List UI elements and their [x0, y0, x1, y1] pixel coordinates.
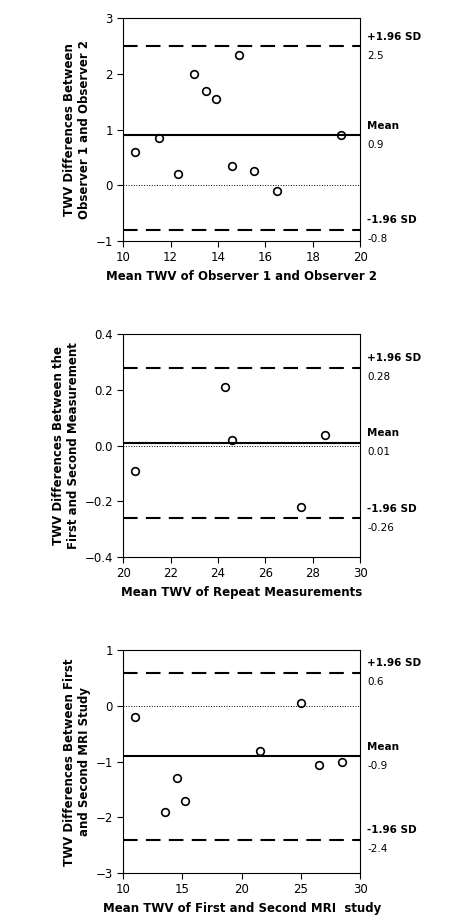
Y-axis label: TWV Differences Between First
and Second MRI Study: TWV Differences Between First and Second… [64, 658, 91, 866]
Text: -1.96 SD: -1.96 SD [367, 825, 417, 835]
Text: +1.96 SD: +1.96 SD [367, 658, 421, 668]
Text: -0.8: -0.8 [367, 234, 388, 244]
Text: -1.96 SD: -1.96 SD [367, 215, 417, 225]
Text: -1.96 SD: -1.96 SD [367, 504, 417, 514]
Text: 0.01: 0.01 [367, 448, 391, 458]
Y-axis label: TWV Differences Between
Observer 1 and Observer 2: TWV Differences Between Observer 1 and O… [64, 40, 91, 219]
Text: 2.5: 2.5 [367, 51, 384, 61]
Text: +1.96 SD: +1.96 SD [367, 32, 421, 41]
Text: -0.9: -0.9 [367, 761, 388, 771]
Text: 0.6: 0.6 [367, 677, 384, 687]
X-axis label: Mean TWV of First and Second MRI  study: Mean TWV of First and Second MRI study [102, 902, 381, 915]
Text: 0.28: 0.28 [367, 372, 391, 382]
Text: Mean: Mean [367, 428, 400, 438]
X-axis label: Mean TWV of Observer 1 and Observer 2: Mean TWV of Observer 1 and Observer 2 [106, 270, 377, 283]
X-axis label: Mean TWV of Repeat Measurements: Mean TWV of Repeat Measurements [121, 586, 362, 599]
Text: Mean: Mean [367, 742, 400, 752]
Text: 0.9: 0.9 [367, 140, 384, 150]
Text: Mean: Mean [367, 120, 400, 130]
Text: -2.4: -2.4 [367, 845, 388, 854]
Y-axis label: TWV Differences Between the
First and Second Measurement: TWV Differences Between the First and Se… [52, 342, 80, 550]
Text: +1.96 SD: +1.96 SD [367, 354, 421, 363]
Text: -0.26: -0.26 [367, 523, 394, 532]
